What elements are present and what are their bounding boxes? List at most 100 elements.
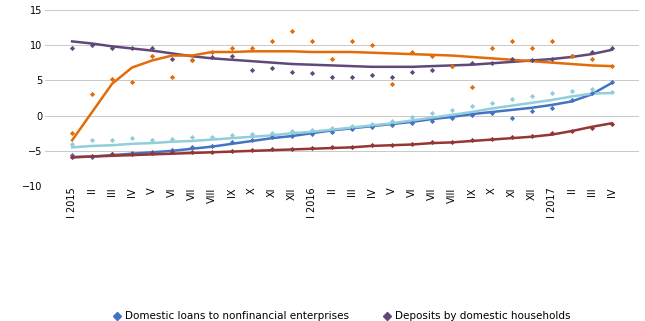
Point: [486, 60, 497, 65]
Point: [486, 110, 497, 115]
Point: [546, 131, 557, 136]
Point: [466, 60, 477, 65]
Point: [127, 46, 137, 51]
Point: [267, 135, 277, 140]
Point: [67, 46, 77, 51]
Point: [506, 115, 517, 120]
Point: [227, 140, 237, 145]
Legend: Domestic loans to nonfinancial enterprises, Domestic loans to households, Deposi: Domestic loans to nonfinancial enterpris…: [114, 311, 570, 321]
Point: [187, 58, 197, 63]
Point: [307, 131, 317, 136]
Point: [606, 89, 617, 94]
Point: [406, 49, 417, 55]
Point: [486, 136, 497, 142]
Point: [566, 53, 577, 58]
Point: [346, 126, 357, 132]
Point: [187, 145, 197, 150]
Point: [586, 56, 597, 62]
Point: [426, 111, 437, 116]
Point: [307, 145, 317, 151]
Point: [127, 151, 137, 156]
Point: [386, 118, 397, 123]
Point: [247, 131, 257, 136]
Point: [167, 136, 177, 142]
Point: [386, 142, 397, 147]
Point: [267, 65, 277, 70]
Point: [207, 135, 217, 140]
Point: [287, 28, 297, 33]
Point: [366, 143, 377, 148]
Point: [247, 148, 257, 153]
Point: [227, 148, 237, 153]
Point: [127, 151, 137, 156]
Point: [167, 74, 177, 79]
Point: [187, 58, 197, 63]
Point: [566, 128, 577, 134]
Point: [566, 53, 577, 58]
Point: [546, 39, 557, 44]
Point: [446, 64, 457, 69]
Point: [606, 121, 617, 126]
Point: [566, 88, 577, 93]
Point: [167, 150, 177, 155]
Point: [267, 147, 277, 152]
Point: [386, 81, 397, 86]
Point: [227, 133, 237, 138]
Point: [606, 46, 617, 51]
Point: [466, 104, 477, 109]
Point: [346, 39, 357, 44]
Point: [327, 74, 337, 79]
Point: [446, 64, 457, 69]
Point: [107, 138, 117, 143]
Point: [446, 139, 457, 144]
Point: [327, 125, 337, 130]
Point: [406, 120, 417, 125]
Point: [67, 131, 77, 136]
Point: [366, 72, 377, 77]
Point: [327, 145, 337, 150]
Point: [606, 79, 617, 84]
Point: [426, 118, 437, 123]
Point: [287, 146, 297, 151]
Point: [67, 154, 77, 159]
Point: [386, 74, 397, 79]
Point: [327, 129, 337, 134]
Point: [107, 46, 117, 51]
Point: [586, 91, 597, 96]
Point: [207, 143, 217, 149]
Point: [287, 69, 297, 74]
Point: [346, 144, 357, 149]
Point: [287, 128, 297, 134]
Point: [426, 140, 437, 145]
Point: [307, 39, 317, 44]
Point: [167, 56, 177, 62]
Point: [87, 154, 97, 159]
Point: [566, 98, 577, 103]
Point: [247, 138, 257, 143]
Point: [526, 58, 537, 63]
Point: [187, 134, 197, 139]
Point: [346, 124, 357, 129]
Point: [446, 107, 457, 112]
Point: [127, 135, 137, 141]
Point: [147, 150, 157, 155]
Point: [187, 149, 197, 154]
Point: [147, 151, 157, 156]
Point: [526, 109, 537, 114]
Point: [307, 127, 317, 132]
Point: [207, 149, 217, 154]
Point: [327, 56, 337, 62]
Point: [526, 134, 537, 139]
Point: [546, 91, 557, 96]
Point: [466, 138, 477, 143]
Point: [446, 116, 457, 121]
Point: [87, 153, 97, 158]
Point: [87, 138, 97, 143]
Point: [287, 134, 297, 139]
Point: [546, 56, 557, 62]
Point: [127, 79, 137, 84]
Point: [67, 152, 77, 158]
Point: [167, 148, 177, 153]
Point: [366, 121, 377, 126]
Point: [406, 69, 417, 74]
